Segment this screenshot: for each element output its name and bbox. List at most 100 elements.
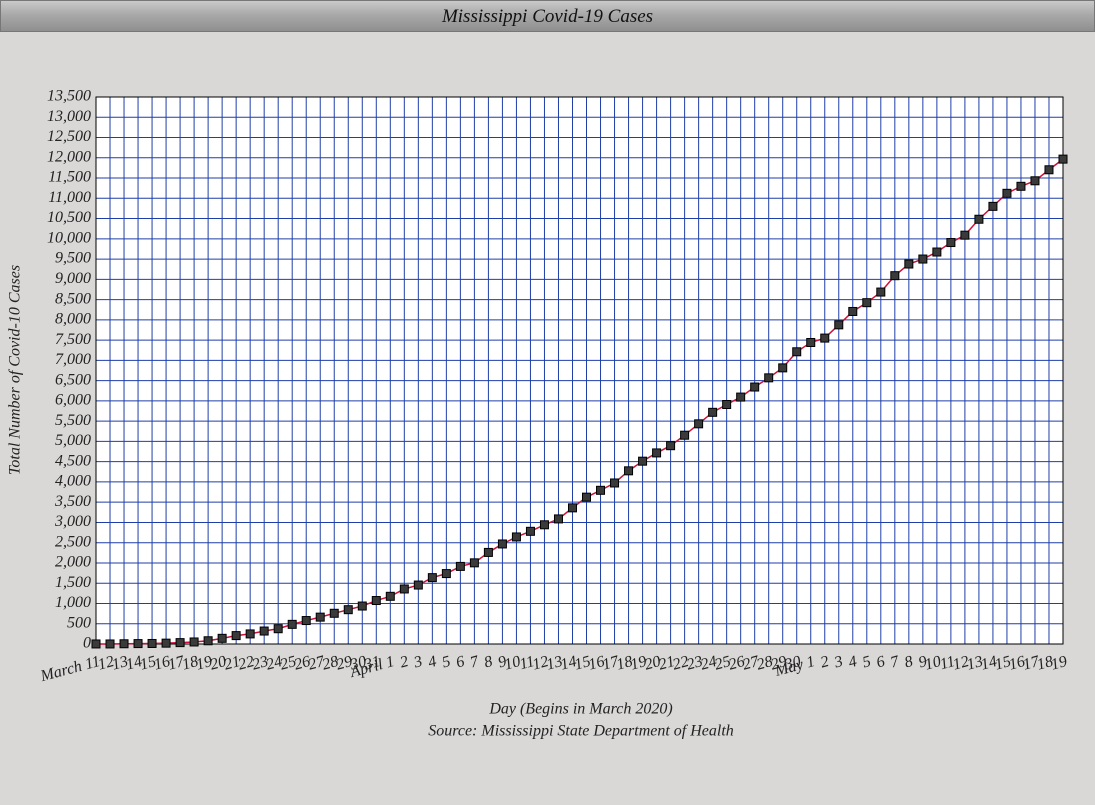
marker: [764, 373, 774, 383]
marker: [329, 608, 339, 618]
x-tick-label: 30: [347, 653, 368, 674]
marker: [539, 520, 549, 530]
marker: [483, 547, 493, 557]
marker: [91, 639, 101, 649]
x-tick-label: 2: [398, 653, 410, 671]
x-tick-label: 4: [847, 653, 859, 671]
y-tick-label: 5,000: [55, 432, 91, 449]
marker: [567, 503, 577, 513]
marker: [133, 639, 143, 649]
y-tick-label: 9,000: [55, 270, 91, 287]
y-tick-label: 6,000: [55, 392, 91, 409]
x-tick-label: 13: [545, 653, 565, 674]
y-tick-label: 3,000: [54, 513, 91, 530]
marker: [273, 624, 283, 634]
x-tick-label: 3: [832, 653, 845, 672]
x-tick-label: 24: [699, 653, 719, 674]
marker: [988, 201, 998, 211]
marker: [960, 230, 970, 240]
y-tick-label: 0: [83, 635, 91, 652]
x-tick-label: 8: [482, 653, 494, 671]
x-tick-label: 6: [454, 653, 466, 671]
marker: [525, 526, 535, 536]
marker: [399, 584, 409, 594]
marker: [694, 419, 704, 429]
y-tick-label: 11,000: [48, 189, 91, 206]
marker: [848, 306, 858, 316]
marker: [890, 271, 900, 281]
y-tick-label: 10,500: [47, 209, 91, 226]
y-tick-label: 7,000: [55, 351, 91, 368]
x-axis-title: Day (Begins in March 2020): [488, 701, 672, 718]
marker: [1016, 181, 1026, 191]
marker: [175, 638, 185, 648]
y-tick-label: 12,000: [47, 148, 91, 165]
marker: [147, 638, 157, 648]
marker: [231, 631, 241, 641]
marker: [1044, 165, 1054, 175]
x-tick-label: 21: [222, 653, 242, 674]
marker: [455, 561, 465, 571]
x-tick-label: 17: [166, 653, 187, 674]
marker: [287, 619, 297, 629]
marker: [610, 478, 620, 488]
x-tick-label: 17: [1021, 653, 1042, 674]
marker: [161, 638, 171, 648]
marker: [105, 639, 115, 649]
marker: [427, 573, 437, 583]
x-tick-label: 5: [861, 653, 873, 671]
y-tick-label: 13,500: [47, 88, 91, 105]
y-tick-label: 9,500: [55, 250, 91, 267]
marker: [203, 636, 213, 646]
marker: [904, 259, 914, 269]
x-tick-label: 11: [938, 653, 957, 673]
marker: [441, 569, 451, 579]
marker: [315, 612, 325, 622]
marker: [259, 626, 269, 636]
y-tick-label: 5,500: [55, 412, 91, 429]
y-tick-label: 7,500: [55, 331, 91, 348]
marker: [806, 338, 816, 348]
x-tick-label: 28: [320, 653, 340, 674]
x-tick-label: 14: [559, 653, 579, 674]
marker: [245, 629, 255, 639]
x-tick-label: 14: [124, 653, 144, 674]
x-tick-label: 19: [1049, 653, 1069, 674]
marker: [680, 430, 690, 440]
x-tick-label: 29: [769, 653, 789, 674]
marker: [736, 392, 746, 402]
marker: [343, 605, 353, 615]
marker: [820, 333, 830, 343]
x-tick-label: 5: [440, 653, 452, 671]
x-tick-label: 16: [152, 653, 172, 674]
y-tick-label: 1,500: [55, 574, 91, 591]
x-tick-label: 21: [657, 653, 677, 674]
x-tick-label: 13: [110, 653, 130, 674]
marker: [189, 637, 199, 647]
marker: [553, 514, 563, 524]
line: [96, 158, 1064, 645]
x-tick-label: 8: [903, 653, 915, 671]
x-tick-label: 19: [194, 653, 214, 674]
y-tick-label: 8,000: [55, 311, 91, 328]
marker: [511, 532, 521, 542]
y-tick-label: 11,500: [48, 169, 91, 186]
x-tick-label: 14: [979, 653, 999, 674]
marker: [974, 214, 984, 224]
y-tick-label: 6,500: [55, 371, 91, 388]
y-tick-label: 4,500: [55, 452, 91, 469]
marker: [301, 616, 311, 626]
x-tick-label: 22: [671, 653, 691, 674]
chart-title: Mississippi Covid-19 Cases: [0, 0, 1095, 32]
marker: [708, 407, 718, 417]
x-tick-label: 12: [96, 653, 116, 674]
marker: [357, 601, 367, 611]
marker: [722, 399, 732, 409]
x-tick-label: 18: [615, 653, 635, 674]
x-tick-label: March 11: [38, 653, 102, 685]
x-tick-label: 20: [643, 653, 663, 674]
x-tick-label: 22: [236, 653, 256, 674]
x-tick-label: 19: [629, 653, 649, 674]
x-tick-label: 11: [518, 653, 537, 673]
